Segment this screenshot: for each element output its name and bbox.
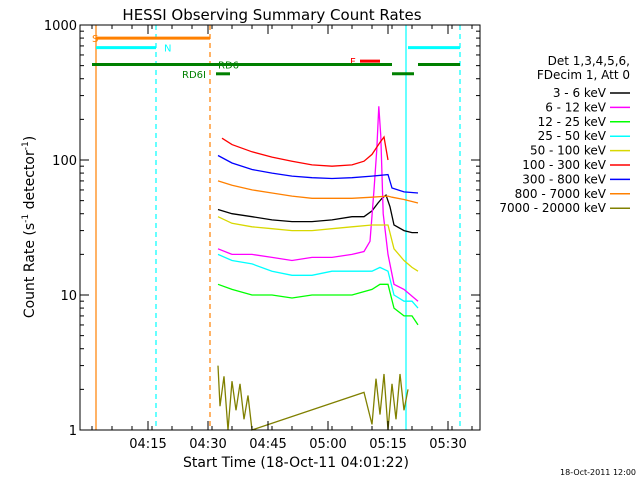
legend-label-8: 7000 - 20000 keV xyxy=(499,201,606,215)
legend-label-4: 50 - 100 keV xyxy=(530,144,607,158)
x-tick-label-1: 04:30 xyxy=(189,437,226,452)
x-tick-label-3: 05:00 xyxy=(309,437,346,452)
y-tick-label-0: 1 xyxy=(69,424,77,439)
flag-label-3: RD6 xyxy=(218,60,239,71)
series-line-7 xyxy=(217,180,419,204)
legend-label-1: 6 - 12 keV xyxy=(545,100,607,114)
series-line-6 xyxy=(217,154,419,194)
series-line-4 xyxy=(217,216,419,272)
series-line-0 xyxy=(217,194,418,234)
y-tick-label-1: 10 xyxy=(60,289,77,304)
legend: Det 1,3,4,5,6, FDecim 1, Att 0 3 - 6 keV… xyxy=(499,54,630,215)
footer-timestamp: 18-Oct-2011 12:00 xyxy=(560,468,636,477)
legend-label-5: 100 - 300 keV xyxy=(522,158,606,172)
chart-title: HESSI Observing Summary Count Rates xyxy=(122,6,421,24)
x-tick-label-0: 04:15 xyxy=(129,437,166,452)
legend-header-line-1: Det 1,3,4,5,6, xyxy=(548,54,630,68)
series-line-3 xyxy=(217,253,419,309)
legend-label-6: 300 - 800 keV xyxy=(522,172,606,186)
plot-area: S N F RD6 RD6I 1 10 100 1000 04:15 04:30 04:45 05:00… xyxy=(44,19,481,452)
series-line-1 xyxy=(217,106,419,302)
x-tick-label-5: 05:30 xyxy=(429,437,466,452)
x-tick-label-2: 04:45 xyxy=(249,437,286,452)
flag-label-2: F xyxy=(350,57,356,68)
y-axis-label: Count Rate (s-1 detector-1) xyxy=(21,136,38,318)
y-tick-label-3: 1000 xyxy=(44,19,77,34)
legend-label-0: 3 - 6 keV xyxy=(553,86,607,100)
x-tick-label-4: 05:15 xyxy=(369,437,406,452)
series-line-8 xyxy=(217,365,409,431)
plot-frame xyxy=(79,24,481,431)
flag-label-0: S xyxy=(92,34,98,45)
flag-label-1: N xyxy=(164,44,171,55)
legend-label-3: 25 - 50 keV xyxy=(538,129,607,143)
series-line-2 xyxy=(217,283,419,326)
y-axis-label-tail: detector xyxy=(22,150,38,214)
legend-label-7: 800 - 7000 keV xyxy=(515,187,607,201)
legend-label-2: 12 - 25 keV xyxy=(538,115,607,129)
y-axis-label-superscript-2: -1 xyxy=(21,141,31,150)
y-tick-label-2: 100 xyxy=(52,154,77,169)
y-axis-label-superscript: -1 xyxy=(21,214,31,223)
y-axis-label-end: ) xyxy=(22,136,38,141)
legend-header-line-2: FDecim 1, Att 0 xyxy=(537,68,630,82)
x-axis-label: Start Time (18-Oct-11 04:01:22) xyxy=(183,455,409,471)
y-axis-label-main: Count Rate (s xyxy=(22,223,38,318)
flag-label-5: RD6I xyxy=(182,70,206,81)
series-line-5 xyxy=(221,135,389,167)
